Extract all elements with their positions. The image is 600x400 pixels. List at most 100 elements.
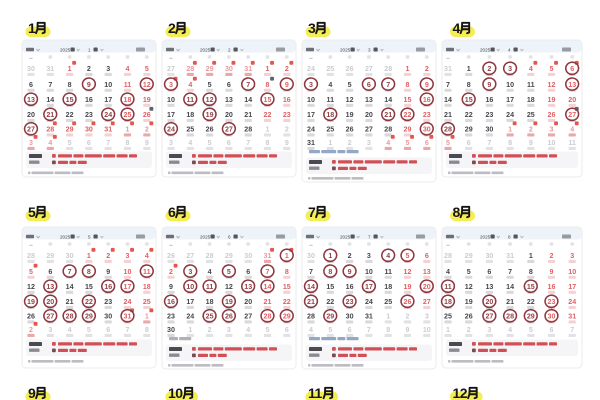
svg-text:21: 21 xyxy=(244,111,252,119)
svg-text:8: 8 xyxy=(508,235,511,240)
svg-text:3: 3 xyxy=(106,65,110,73)
svg-text:4: 4 xyxy=(48,139,52,147)
svg-text:20: 20 xyxy=(485,298,493,306)
svg-text:24: 24 xyxy=(365,298,373,306)
svg-text:5: 5 xyxy=(328,326,332,334)
svg-text:31: 31 xyxy=(506,252,514,260)
svg-text:4: 4 xyxy=(529,65,533,73)
svg-text:28: 28 xyxy=(66,313,74,321)
svg-text:8: 8 xyxy=(386,326,390,334)
svg-text:21: 21 xyxy=(506,298,514,306)
svg-text:15: 15 xyxy=(527,283,535,291)
svg-text:6: 6 xyxy=(467,139,471,147)
svg-text:3: 3 xyxy=(308,20,316,36)
svg-text:13: 13 xyxy=(225,96,233,104)
svg-text:1: 1 xyxy=(328,139,332,147)
svg-text:2: 2 xyxy=(168,20,176,36)
svg-text:19: 19 xyxy=(206,111,214,119)
svg-text:6: 6 xyxy=(227,81,231,89)
svg-text:8: 8 xyxy=(453,204,461,220)
svg-text:23: 23 xyxy=(167,313,175,321)
svg-text:19: 19 xyxy=(225,298,233,306)
svg-text:22: 22 xyxy=(264,111,272,119)
svg-text:10: 10 xyxy=(548,139,556,147)
svg-text:16: 16 xyxy=(85,96,93,104)
svg-text:20: 20 xyxy=(46,298,54,306)
svg-text:2: 2 xyxy=(425,65,429,73)
svg-text:21: 21 xyxy=(384,111,392,119)
svg-text:23: 23 xyxy=(283,111,291,119)
svg-text:5: 5 xyxy=(87,326,91,334)
svg-text:7: 7 xyxy=(68,268,72,276)
svg-text:16: 16 xyxy=(283,96,291,104)
svg-text:2: 2 xyxy=(169,268,173,276)
svg-text:28: 28 xyxy=(244,126,252,134)
svg-text:29: 29 xyxy=(465,126,473,134)
svg-text:9: 9 xyxy=(529,139,533,147)
svg-text:25: 25 xyxy=(186,126,194,134)
svg-text:5: 5 xyxy=(467,268,471,276)
svg-text:23: 23 xyxy=(548,298,556,306)
svg-text:29: 29 xyxy=(85,313,93,321)
svg-text:8: 8 xyxy=(126,139,130,147)
svg-text:24: 24 xyxy=(124,298,132,306)
svg-text:3: 3 xyxy=(425,313,429,321)
svg-text:27: 27 xyxy=(244,313,252,321)
svg-text:28: 28 xyxy=(444,252,452,260)
svg-text:8: 8 xyxy=(467,81,471,89)
svg-text:11: 11 xyxy=(143,268,151,276)
svg-text:22: 22 xyxy=(283,298,291,306)
svg-text:7: 7 xyxy=(508,268,512,276)
svg-text:30: 30 xyxy=(167,326,175,334)
svg-text:31: 31 xyxy=(104,126,112,134)
svg-text:23: 23 xyxy=(485,111,493,119)
svg-text:31: 31 xyxy=(568,313,576,321)
svg-text:19: 19 xyxy=(27,298,35,306)
svg-text:6: 6 xyxy=(425,139,429,147)
svg-text:19: 19 xyxy=(143,96,151,104)
svg-text:6: 6 xyxy=(285,326,289,334)
svg-text:22: 22 xyxy=(527,298,535,306)
svg-text:8: 8 xyxy=(266,139,270,147)
svg-text:17: 17 xyxy=(506,96,514,104)
svg-text:21: 21 xyxy=(264,298,272,306)
svg-text:29: 29 xyxy=(46,252,54,260)
svg-text:1: 1 xyxy=(467,65,471,73)
svg-text:5: 5 xyxy=(348,81,352,89)
svg-text:7: 7 xyxy=(309,268,313,276)
svg-text:12: 12 xyxy=(548,81,556,89)
svg-text:30: 30 xyxy=(85,126,93,134)
svg-text:10: 10 xyxy=(168,385,183,400)
svg-text:25: 25 xyxy=(326,65,334,73)
svg-text:26: 26 xyxy=(167,252,175,260)
svg-text:18: 18 xyxy=(384,283,392,291)
svg-text:9: 9 xyxy=(28,385,36,400)
svg-text:4: 4 xyxy=(188,81,192,89)
svg-text:11: 11 xyxy=(187,96,195,104)
svg-text:11: 11 xyxy=(308,385,323,400)
svg-text:31: 31 xyxy=(307,139,315,147)
svg-text:18: 18 xyxy=(124,96,132,104)
svg-text:28: 28 xyxy=(186,65,194,73)
svg-text:26: 26 xyxy=(465,313,473,321)
svg-text:14: 14 xyxy=(66,283,74,291)
svg-text:2: 2 xyxy=(145,126,149,134)
svg-text:13: 13 xyxy=(244,283,252,291)
svg-text:27: 27 xyxy=(46,313,54,321)
svg-text:14: 14 xyxy=(244,96,252,104)
svg-text:22: 22 xyxy=(85,298,93,306)
svg-text:3: 3 xyxy=(550,126,554,134)
svg-text:20: 20 xyxy=(423,283,431,291)
svg-text:11: 11 xyxy=(384,268,392,276)
svg-text:23: 23 xyxy=(104,298,112,306)
svg-text:14: 14 xyxy=(506,283,514,291)
svg-text:13: 13 xyxy=(568,81,576,89)
svg-text:24: 24 xyxy=(568,298,576,306)
svg-text:28: 28 xyxy=(384,65,392,73)
svg-text:1: 1 xyxy=(529,252,533,260)
svg-text:6: 6 xyxy=(425,252,429,260)
svg-text:5: 5 xyxy=(446,139,450,147)
svg-text:1: 1 xyxy=(88,48,91,53)
svg-text:30: 30 xyxy=(548,313,556,321)
svg-text:8: 8 xyxy=(406,81,410,89)
